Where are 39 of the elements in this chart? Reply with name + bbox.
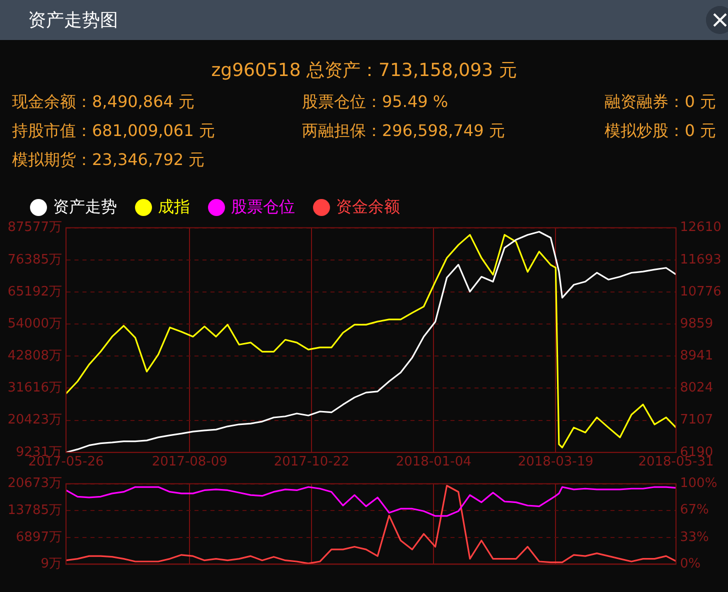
legend-label: 资产走势 [53,197,117,218]
y2-tick-label: 11693 [680,252,722,268]
y2-tick-label: 67% [680,502,709,518]
y2-tick-label: 12610 [680,220,722,236]
y-tick-label: 87577万 [8,220,62,236]
text: 现金余额：8,490,864 元 [12,92,196,113]
y-tick-label: 42808万 [8,348,62,364]
text: 持股市值：681,009,061 元 [12,121,216,142]
y-tick-label: 76385万 [8,252,62,268]
y2-tick-label: 100% [680,476,718,492]
legend-label: 成指 [158,197,190,218]
legend-label: 资金余额 [336,197,400,218]
y2-tick-label: 10776 [680,284,722,300]
text: 模拟期货：23,346,792 元 [12,150,206,171]
text: 融资融券：0 元 [604,92,716,113]
y2-tick-label: 8941 [680,348,714,364]
y2-tick-label: 33% [680,530,709,546]
y-tick-label: 6897万 [16,530,62,545]
y2-tick-label: 7107 [680,412,714,428]
y2-tick-label: 8024 [680,380,714,396]
text: 股票仓位：95.49 % [302,92,450,113]
legend-label: 股票仓位 [231,197,295,218]
y-tick-label: 31616万 [8,380,62,396]
y2-tick-label: 9859 [680,316,714,332]
x-tick-label: 2017-08-09 [152,454,228,470]
y-tick-label: 9万 [40,556,62,572]
y2-tick-label: 0% [680,556,701,572]
x-tick-label: 2018-03-19 [518,454,594,470]
y-tick-label: 13785万 [8,502,62,518]
text: 两融担保：296,598,749 元 [302,121,506,142]
y-tick-label: 20673万 [8,476,62,492]
x-tick-label: 2018-01-04 [396,454,472,470]
chart-title: 资产走势图 [28,9,118,32]
y-tick-label: 54000万 [8,316,62,332]
y-tick-label: 20423万 [8,412,62,428]
x-tick-label: 2017-10-22 [274,454,350,470]
chart-subtitle: zg960518 总资产：713,158,093 元 [210,59,518,82]
text: 模拟炒股：0 元 [604,121,716,142]
y-tick-label: 65192万 [8,284,62,300]
